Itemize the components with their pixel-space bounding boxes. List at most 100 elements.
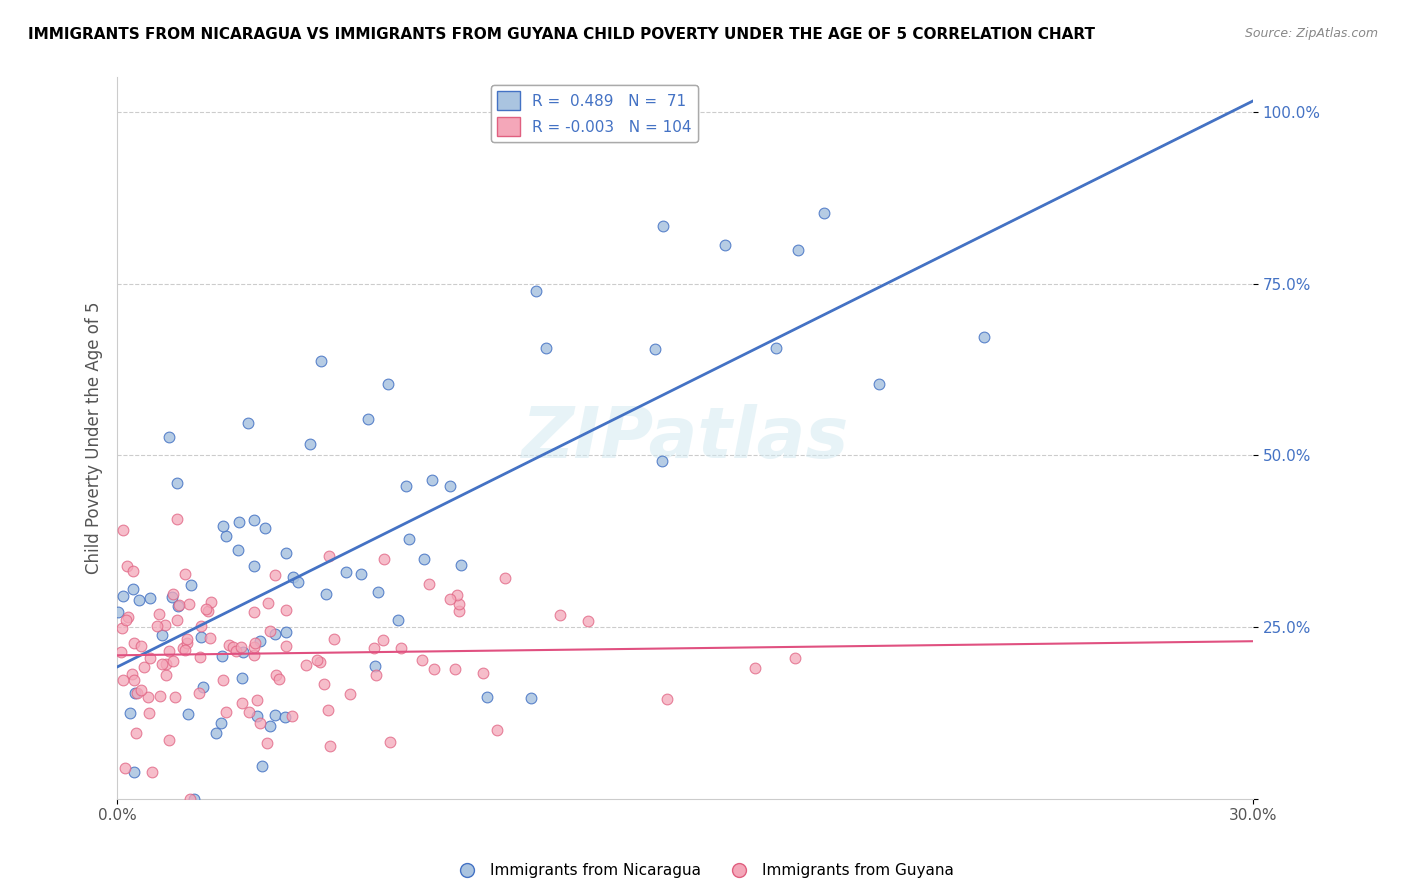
Point	[318, 549, 340, 563]
Point	[249, 716, 271, 731]
Point	[111, 673, 134, 688]
Point	[413, 551, 436, 566]
Point	[166, 613, 188, 627]
Point	[868, 377, 890, 392]
Point	[418, 577, 440, 591]
Point	[149, 689, 172, 703]
Point	[125, 725, 148, 739]
Point	[309, 354, 332, 368]
Point	[367, 585, 389, 599]
Point	[655, 692, 678, 706]
Point	[274, 546, 297, 560]
Point	[146, 619, 169, 633]
Point	[209, 715, 232, 730]
Point	[246, 708, 269, 723]
Text: ZIPatlas: ZIPatlas	[522, 403, 849, 473]
Point	[229, 640, 252, 654]
Point	[446, 588, 468, 602]
Point	[111, 589, 134, 603]
Point	[215, 706, 238, 720]
Point	[294, 658, 316, 673]
Point	[305, 653, 328, 667]
Point	[245, 636, 267, 650]
Point	[312, 677, 335, 691]
Point	[249, 634, 271, 648]
Point	[308, 655, 330, 669]
Point	[166, 511, 188, 525]
Point	[115, 558, 138, 573]
Point	[519, 691, 541, 706]
Point	[231, 671, 253, 685]
Point	[115, 613, 138, 627]
Point	[252, 758, 274, 772]
Point	[138, 591, 160, 605]
Point	[110, 645, 132, 659]
Point	[363, 641, 385, 656]
Point	[264, 668, 287, 682]
Point	[138, 706, 160, 721]
Point	[339, 687, 361, 701]
Point	[122, 764, 145, 779]
Point	[652, 219, 675, 233]
Point	[787, 244, 810, 258]
Point	[132, 660, 155, 674]
Point	[191, 680, 214, 694]
Point	[160, 591, 183, 605]
Point	[114, 761, 136, 775]
Point	[357, 412, 380, 426]
Point	[450, 558, 472, 573]
Point	[122, 673, 145, 688]
Point	[246, 693, 269, 707]
Point	[785, 651, 807, 665]
Point	[238, 705, 260, 719]
Point	[155, 668, 177, 682]
Point	[548, 607, 571, 622]
Point	[118, 706, 141, 721]
Point	[349, 566, 371, 581]
Point	[188, 685, 211, 699]
Point	[121, 582, 143, 596]
Point	[472, 666, 495, 681]
Point	[117, 610, 139, 624]
Point	[195, 602, 218, 616]
Text: IMMIGRANTS FROM NICARAGUA VS IMMIGRANTS FROM GUYANA CHILD POVERTY UNDER THE AGE : IMMIGRANTS FROM NICARAGUA VS IMMIGRANTS …	[28, 27, 1095, 42]
Point	[138, 651, 160, 665]
Point	[129, 639, 152, 653]
Point	[200, 595, 222, 609]
Point	[423, 662, 446, 676]
Point	[212, 518, 235, 533]
Point	[111, 621, 134, 635]
Point	[128, 593, 150, 607]
Point	[162, 654, 184, 668]
Point	[174, 567, 197, 582]
Point	[323, 632, 346, 646]
Point	[524, 284, 547, 298]
Point	[121, 667, 143, 681]
Point	[315, 587, 337, 601]
Point	[232, 645, 254, 659]
Point	[167, 599, 190, 613]
Point	[364, 668, 387, 682]
Point	[152, 657, 174, 672]
Point	[172, 641, 194, 656]
Point	[211, 673, 233, 687]
Point	[411, 653, 433, 667]
Point	[231, 696, 253, 710]
Point	[180, 578, 202, 592]
Point	[263, 627, 285, 641]
Point	[157, 732, 180, 747]
Point	[190, 630, 212, 644]
Point	[267, 672, 290, 686]
Point	[389, 641, 412, 656]
Point	[243, 606, 266, 620]
Point	[377, 377, 399, 392]
Point	[276, 639, 298, 653]
Point	[449, 604, 471, 618]
Point	[225, 644, 247, 658]
Point	[125, 686, 148, 700]
Point	[714, 238, 737, 252]
Point	[264, 707, 287, 722]
Point	[176, 632, 198, 647]
Point	[242, 648, 264, 662]
Point	[190, 619, 212, 633]
